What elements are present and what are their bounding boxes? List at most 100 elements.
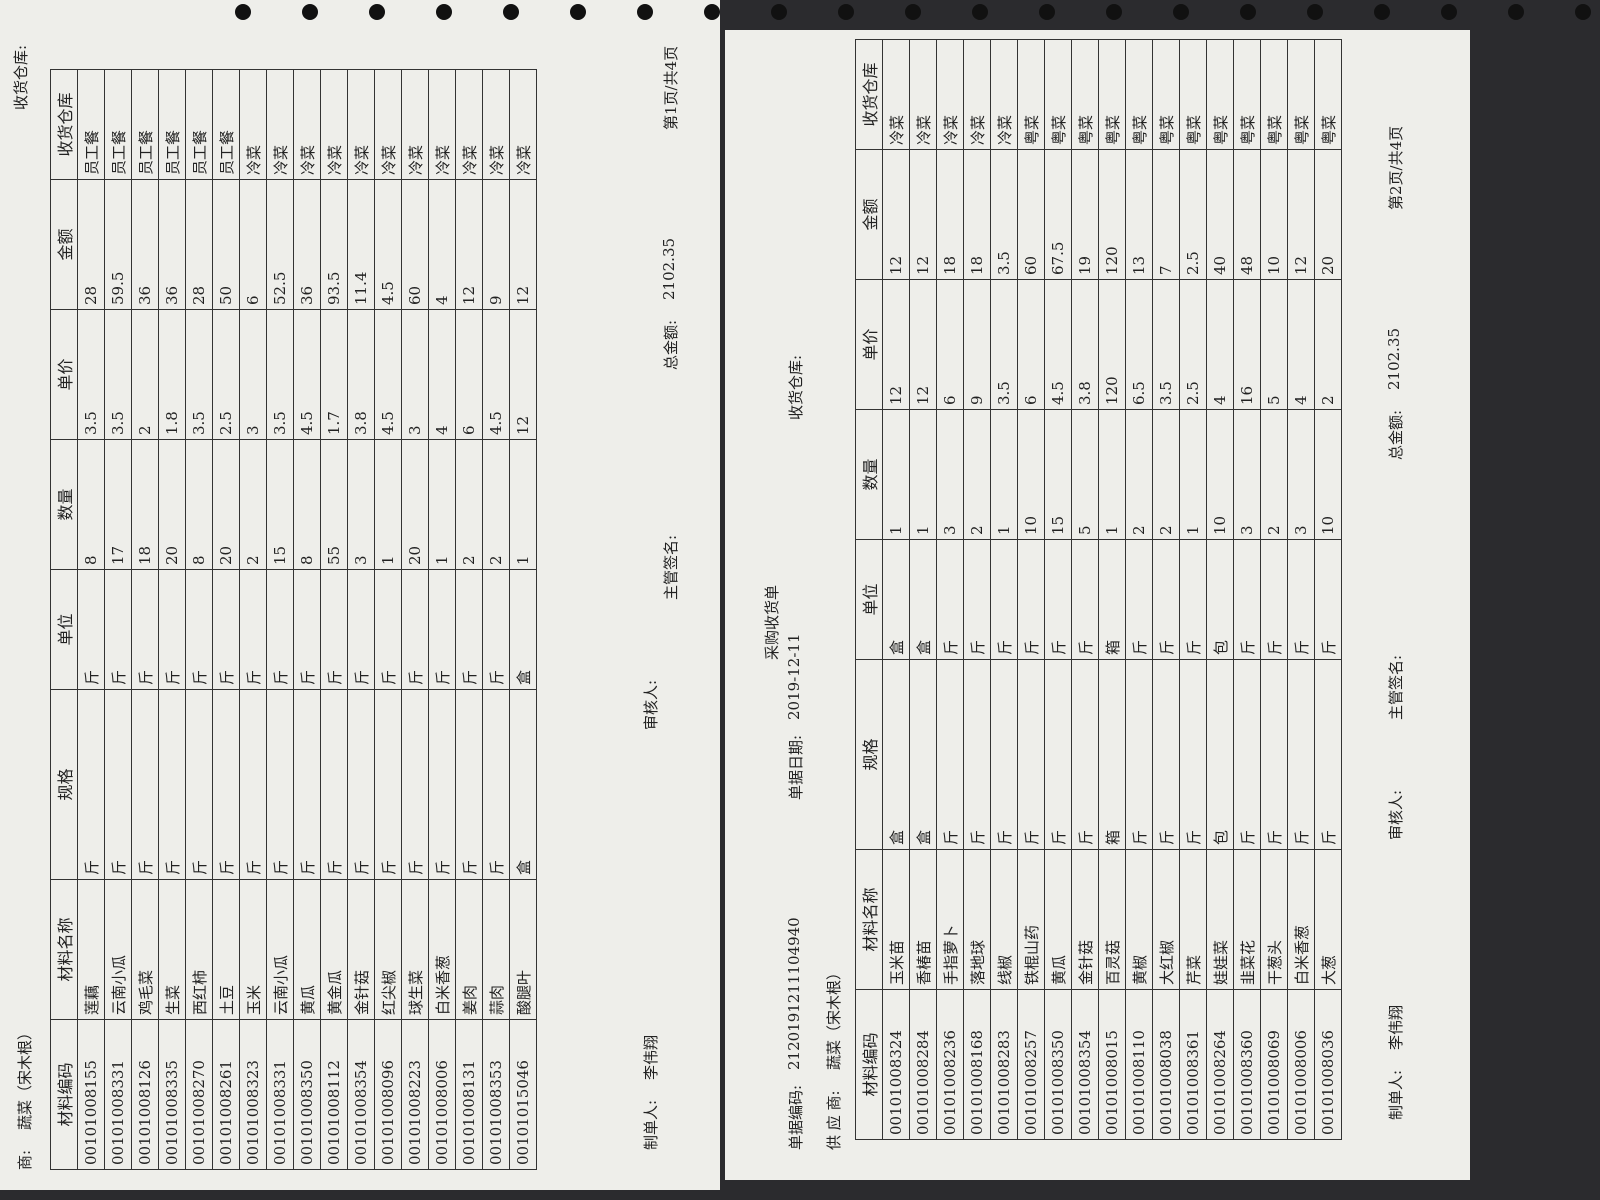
table-cell: 00101008270: [185, 1019, 213, 1170]
hole: [302, 4, 318, 20]
table-cell: 金额: [50, 179, 78, 310]
table-cell: 3: [1287, 409, 1315, 540]
table-cell: 3.5: [77, 309, 105, 440]
hole: [838, 4, 854, 20]
hole: [1039, 4, 1055, 20]
table-cell: 单位: [50, 569, 78, 690]
table-cell: 斤: [963, 539, 991, 660]
table-cell: 55: [320, 439, 348, 570]
table-cell: 00101008006: [1287, 989, 1315, 1140]
table-cell: 6: [936, 279, 964, 410]
manager-label: 主管签名:: [1387, 654, 1405, 720]
table-cell: 00101008264: [1206, 989, 1234, 1140]
table-row: 00101008015 百灵菇箱箱 1 120 120 粤菜: [1098, 39, 1126, 1140]
hole: [503, 4, 519, 20]
table-cell: 斤: [428, 689, 456, 880]
table-cell: 冷菜: [428, 69, 456, 180]
table-cell: 10: [1017, 409, 1045, 540]
table-cell: 斤: [1233, 659, 1261, 850]
hole: [235, 4, 251, 20]
table-cell: 4.5: [482, 309, 510, 440]
table-cell: 数量: [50, 439, 78, 570]
table-cell: 2.5: [1179, 149, 1207, 280]
table-cell: 白米香葱: [1287, 849, 1315, 990]
table-cell: 黄瓜: [293, 879, 321, 1020]
table-cell: 8: [185, 439, 213, 570]
table-cell: 6: [1017, 279, 1045, 410]
hole: [1173, 4, 1189, 20]
table-cell: 00101008354: [1071, 989, 1099, 1140]
date-label: 单据日期:: [787, 734, 805, 800]
supplier-label: 供 应 商:: [825, 1090, 843, 1150]
table-cell: 93.5: [320, 179, 348, 310]
table-cell: 盒: [509, 569, 537, 690]
table-cell: 芹菜: [1179, 849, 1207, 990]
supplier-label: 商:: [16, 1149, 34, 1170]
table-cell: 云南小瓜: [266, 879, 294, 1020]
table-cell: 7: [1152, 149, 1180, 280]
table-cell: 酸腿叶: [509, 879, 537, 1020]
table-cell: 00101008131: [455, 1019, 483, 1170]
table-cell: 单位: [855, 539, 883, 660]
table-cell: 1.8: [158, 309, 186, 440]
table-header: 材料编码 材料名称 规格 单位 数量 单价 金额 收货仓库: [855, 39, 883, 1140]
table-cell: 冷菜: [320, 69, 348, 180]
table-cell: 规格: [855, 659, 883, 850]
table-cell: 盒: [882, 539, 910, 660]
table-cell: 00101008006: [428, 1019, 456, 1170]
hole: [637, 4, 653, 20]
table-cell: 斤: [374, 569, 402, 690]
table-cell: 15: [266, 439, 294, 570]
hole: [1240, 4, 1256, 20]
table-cell: 斤: [1017, 659, 1045, 850]
table-cell: 蒜肉: [482, 879, 510, 1020]
table-cell: 2: [1125, 409, 1153, 540]
table-cell: 17: [104, 439, 132, 570]
table-cell: 4: [428, 309, 456, 440]
table-cell: 粤菜: [1314, 39, 1342, 150]
table-cell: 斤: [158, 569, 186, 690]
hole: [1575, 4, 1591, 20]
table-cell: 3.8: [1071, 279, 1099, 410]
table-cell: 粤菜: [1098, 39, 1126, 150]
table-cell: 36: [131, 179, 159, 310]
table-cell: 单价: [50, 309, 78, 440]
table-cell: 12: [909, 149, 937, 280]
table-cell: 材料编码: [50, 1019, 78, 1170]
table-cell: 球生菜: [401, 879, 429, 1020]
table-row: 00101008006 白米香葱斤斤 1 4 4 冷菜: [428, 69, 456, 1170]
table-cell: 3.5: [1152, 279, 1180, 410]
table-cell: 3.5: [990, 149, 1018, 280]
table-cell: 20: [212, 439, 240, 570]
table-cell: 1.7: [320, 309, 348, 440]
table-cell: 斤: [1152, 659, 1180, 850]
table-cell: 粤菜: [1152, 39, 1180, 150]
table-cell: 00101008126: [131, 1019, 159, 1170]
table-cell: 包: [1206, 539, 1234, 660]
table-cell: 员工餐: [77, 69, 105, 180]
table-cell: 斤: [1314, 539, 1342, 660]
table-cell: 12: [1287, 149, 1315, 280]
table-cell: 落地球: [963, 849, 991, 990]
table-cell: 00101008350: [1044, 989, 1072, 1140]
table-cell: 3: [239, 309, 267, 440]
table-cell: 斤: [1179, 539, 1207, 660]
table-cell: 斤: [455, 689, 483, 880]
table-cell: 2: [1260, 409, 1288, 540]
table-cell: 线椒: [990, 849, 1018, 990]
table-cell: 粤菜: [1017, 39, 1045, 150]
table-cell: 斤: [1287, 539, 1315, 660]
table-cell: 18: [963, 149, 991, 280]
table-cell: 粤菜: [1071, 39, 1099, 150]
table-cell: 粤菜: [1179, 39, 1207, 150]
table-cell: 3.5: [990, 279, 1018, 410]
table-cell: 10: [1314, 409, 1342, 540]
total-label: 总金额:: [1387, 409, 1405, 460]
table-cell: 4: [1287, 279, 1315, 410]
table-cell: 59.5: [104, 179, 132, 310]
table-header: 材料编码 材料名称 规格 单位 数量 单价 金额 收货仓库: [50, 69, 78, 1170]
table-cell: 玉米: [239, 879, 267, 1020]
table-cell: 13: [1125, 149, 1153, 280]
hole: [1106, 4, 1122, 20]
receipt-table: 材料编码 材料名称 规格 单位 数量 单价 金额 收货仓库 00101008324 玉米苗盒盒 1 1…: [855, 39, 1342, 1140]
